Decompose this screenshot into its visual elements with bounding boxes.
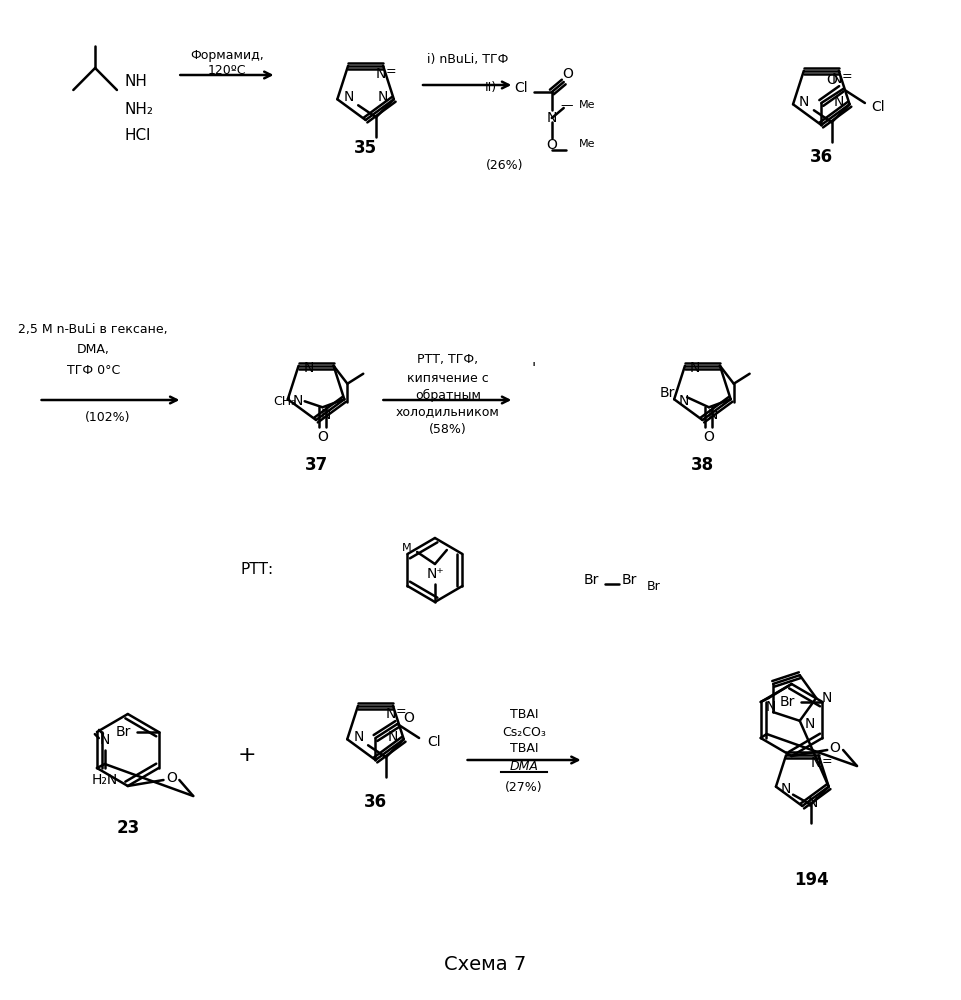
Text: =: =: [822, 755, 832, 768]
Text: O: O: [703, 430, 714, 444]
Text: N: N: [679, 394, 689, 408]
Text: HCl: HCl: [125, 128, 151, 143]
Text: 23: 23: [116, 819, 139, 837]
Text: N: N: [547, 111, 557, 125]
Text: N: N: [781, 782, 791, 796]
Text: Формамид,: Формамид,: [190, 48, 263, 62]
Text: O: O: [562, 67, 573, 81]
Text: кипячение с: кипячение с: [407, 371, 489, 384]
Text: Br: Br: [583, 573, 599, 587]
Text: =: =: [396, 705, 407, 718]
Text: N: N: [385, 707, 396, 721]
Text: +: +: [237, 745, 256, 765]
Text: N: N: [690, 361, 701, 375]
Text: холодильником: холодильником: [396, 406, 500, 418]
Text: NH₂: NH₂: [125, 103, 154, 117]
Text: (58%): (58%): [429, 424, 467, 436]
Text: N: N: [293, 394, 303, 408]
Text: N: N: [833, 95, 844, 109]
Text: O: O: [404, 711, 414, 725]
Text: ТГФ 0°С: ТГФ 0°С: [66, 363, 120, 376]
Text: =: =: [842, 70, 852, 83]
Text: Cl: Cl: [514, 81, 528, 95]
Text: TBAI: TBAI: [510, 708, 538, 722]
Text: ': ': [531, 362, 536, 377]
Text: N: N: [378, 90, 388, 104]
Text: N: N: [100, 733, 111, 747]
Text: N: N: [821, 691, 831, 705]
Text: O: O: [547, 138, 557, 152]
Text: Cl: Cl: [427, 735, 441, 749]
Text: 194: 194: [794, 871, 828, 889]
Text: TBAI: TBAI: [510, 742, 538, 756]
Text: Br: Br: [621, 573, 636, 587]
Text: 2,5 М n-BuLi в гексане,: 2,5 М n-BuLi в гексане,: [18, 324, 168, 336]
Text: 36: 36: [810, 148, 833, 166]
Text: N: N: [304, 361, 314, 375]
Text: Схема 7: Схема 7: [444, 956, 527, 974]
Text: =: =: [385, 65, 396, 78]
Text: Br: Br: [660, 386, 676, 400]
Text: N: N: [765, 700, 776, 714]
Text: 120ºC: 120ºC: [208, 64, 246, 77]
Text: M: M: [402, 543, 411, 553]
Text: РТТ, ТГФ,: РТТ, ТГФ,: [417, 354, 479, 366]
Text: N: N: [321, 408, 332, 422]
Text: N: N: [831, 72, 842, 86]
Text: Cl: Cl: [871, 100, 884, 114]
Text: (27%): (27%): [505, 782, 543, 794]
Text: N: N: [810, 756, 821, 770]
Text: Cs₂CO₃: Cs₂CO₃: [503, 726, 546, 738]
Text: II): II): [484, 82, 497, 95]
Text: 38: 38: [691, 456, 714, 474]
Text: Br: Br: [647, 580, 661, 592]
Text: N: N: [799, 95, 809, 109]
Text: Me: Me: [579, 139, 595, 149]
Text: NH: NH: [125, 75, 148, 90]
Text: N: N: [807, 796, 818, 810]
Text: N⁺: N⁺: [426, 567, 444, 581]
Text: N: N: [387, 730, 398, 744]
Text: 35: 35: [354, 139, 377, 157]
Text: 37: 37: [305, 456, 328, 474]
Text: O: O: [829, 741, 841, 755]
Text: DMA,: DMA,: [77, 344, 110, 357]
Text: O: O: [825, 73, 837, 87]
Text: N: N: [354, 730, 363, 744]
Text: (102%): (102%): [86, 412, 131, 424]
Text: N: N: [376, 67, 386, 81]
Text: CH₃: CH₃: [274, 395, 297, 408]
Text: O: O: [166, 771, 177, 785]
Text: —: —: [560, 100, 573, 112]
Text: Me: Me: [579, 100, 595, 110]
Text: N: N: [343, 90, 354, 104]
Text: Br: Br: [115, 725, 131, 739]
Text: DMA: DMA: [509, 760, 538, 772]
Text: N: N: [707, 408, 718, 422]
Text: обратным: обратным: [415, 388, 480, 402]
Text: Br: Br: [779, 695, 795, 709]
Text: N: N: [804, 717, 815, 731]
Text: H₂N: H₂N: [91, 773, 118, 787]
Text: РТТ:: РТТ:: [240, 562, 273, 578]
Text: i) nBuLi, ТГФ: i) nBuLi, ТГФ: [427, 53, 508, 66]
Text: 36: 36: [364, 793, 387, 811]
Text: O: O: [317, 430, 328, 444]
Text: (26%): (26%): [485, 158, 523, 172]
